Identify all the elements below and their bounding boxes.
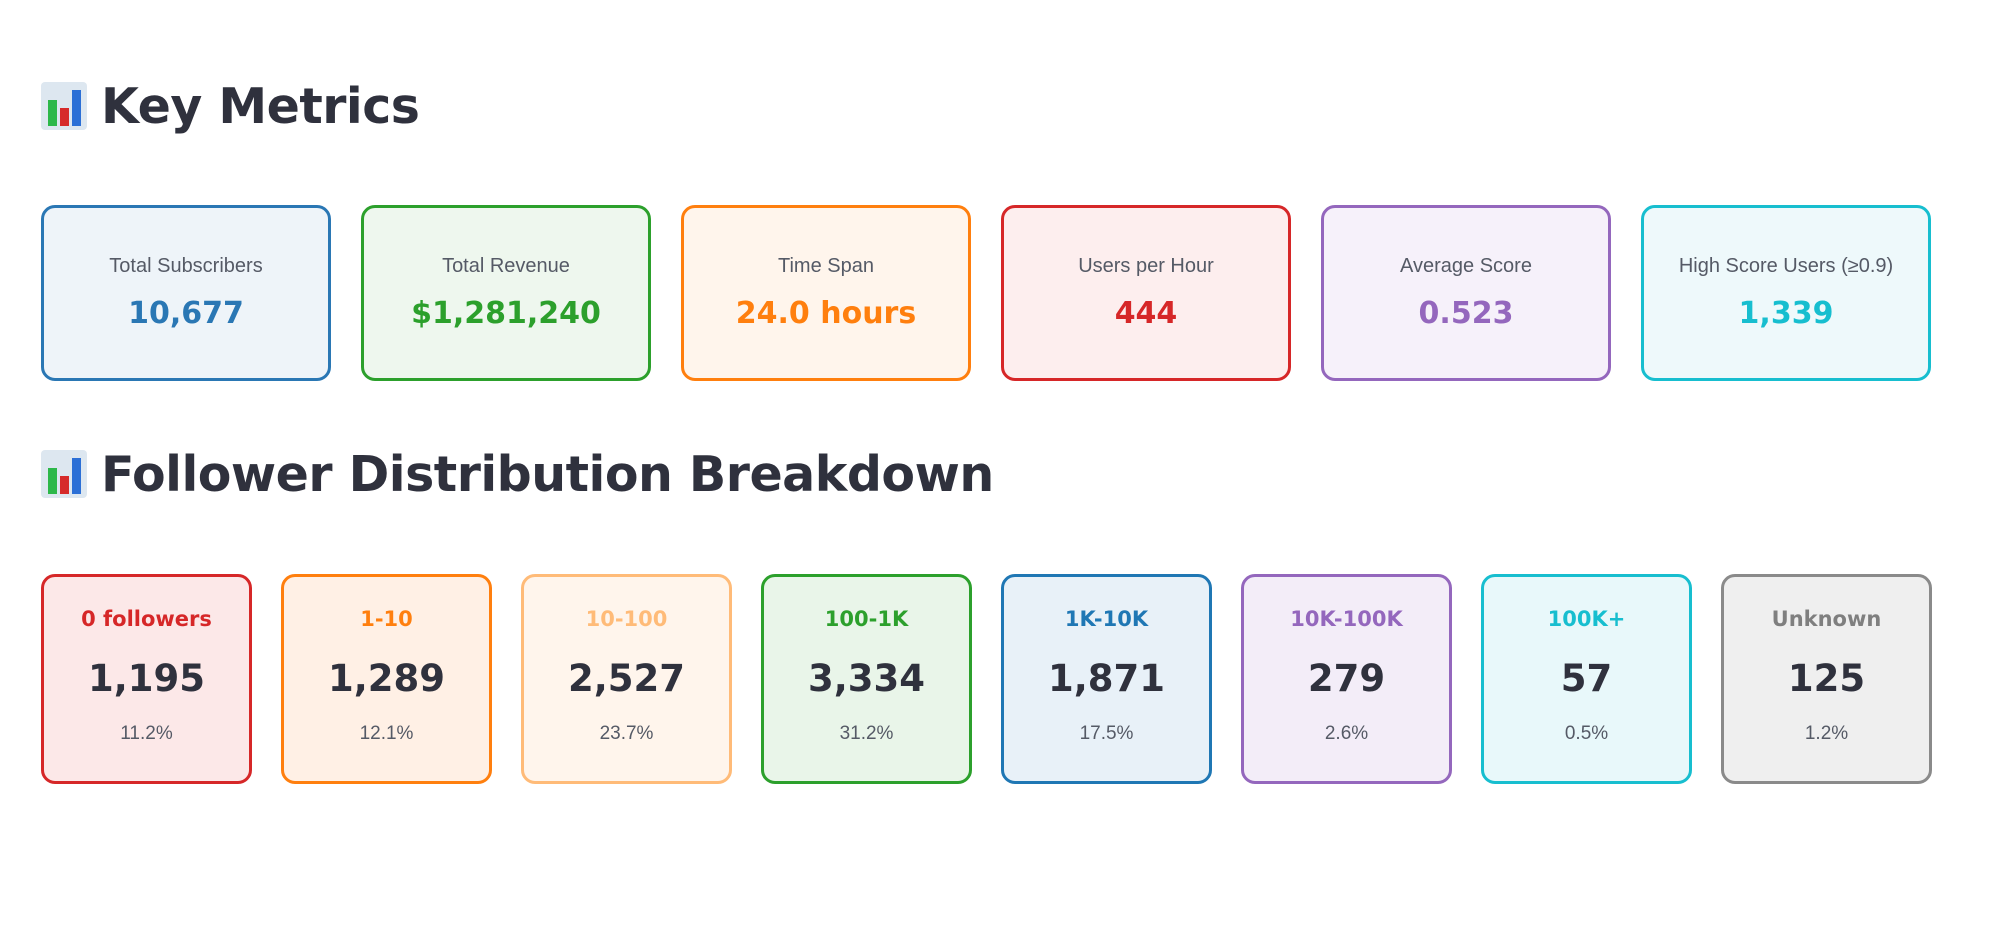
bucket-label: 100-1K	[824, 607, 909, 631]
bucket-label: 1K-10K	[1064, 607, 1149, 631]
bucket-percent: 31.2%	[839, 723, 894, 744]
key-metrics-title: Key Metrics	[101, 77, 420, 135]
metric-label: Time Span	[778, 255, 874, 277]
follower-cards-row: 0 followers 1,195 11.2% 1-10 1,289 12.1%…	[41, 574, 1932, 784]
metric-label: Users per Hour	[1078, 255, 1214, 277]
follower-bucket-card: 1K-10K 1,871 17.5%	[1001, 574, 1212, 784]
bucket-label: 10K-100K	[1290, 607, 1403, 631]
bar-chart-icon	[41, 450, 87, 498]
bucket-count: 57	[1560, 657, 1613, 700]
bucket-count: 1,871	[1047, 657, 1166, 700]
metric-value: 24.0 hours	[735, 296, 917, 331]
follower-bucket-card: 10-100 2,527 23.7%	[521, 574, 732, 784]
bar-chart-icon	[41, 82, 87, 130]
metric-card: Time Span 24.0 hours	[681, 205, 971, 381]
metric-card: High Score Users (≥0.9) 1,339	[1641, 205, 1931, 381]
follower-distribution-title: Follower Distribution Breakdown	[101, 445, 994, 503]
metric-label: Total Subscribers	[109, 255, 263, 277]
bucket-label: 0 followers	[81, 607, 212, 631]
bucket-percent: 2.6%	[1324, 723, 1369, 744]
bucket-percent: 1.2%	[1804, 723, 1849, 744]
bucket-percent: 17.5%	[1079, 723, 1134, 744]
metric-card: Users per Hour 444	[1001, 205, 1291, 381]
metric-card: Total Subscribers 10,677	[41, 205, 331, 381]
follower-bucket-card: 100K+ 57 0.5%	[1481, 574, 1692, 784]
bucket-count: 279	[1307, 657, 1386, 700]
bucket-percent: 11.2%	[120, 723, 173, 744]
bucket-label: Unknown	[1771, 607, 1882, 631]
metric-value: $1,281,240	[411, 296, 601, 331]
bucket-count: 1,195	[87, 657, 206, 700]
metric-value: 444	[1114, 296, 1178, 331]
metric-value: 10,677	[128, 296, 244, 331]
metric-card: Average Score 0.523	[1321, 205, 1611, 381]
bucket-count: 1,289	[327, 657, 446, 700]
bucket-count: 3,334	[807, 657, 926, 700]
bucket-count: 125	[1787, 657, 1866, 700]
key-metrics-heading: Key Metrics	[41, 76, 420, 136]
bucket-percent: 0.5%	[1564, 723, 1609, 744]
metric-card: Total Revenue $1,281,240	[361, 205, 651, 381]
bucket-label: 1-10	[360, 607, 413, 631]
bucket-percent: 12.1%	[359, 723, 414, 744]
metric-label: Average Score	[1400, 255, 1532, 277]
follower-bucket-card: Unknown 125 1.2%	[1721, 574, 1932, 784]
follower-bucket-card: 1-10 1,289 12.1%	[281, 574, 492, 784]
follower-distribution-heading: Follower Distribution Breakdown	[41, 444, 994, 504]
follower-bucket-card: 10K-100K 279 2.6%	[1241, 574, 1452, 784]
bucket-label: 10-100	[585, 607, 668, 631]
metric-value: 0.523	[1418, 296, 1514, 331]
bucket-label: 100K+	[1547, 607, 1626, 631]
metrics-row: Total Subscribers 10,677 Total Revenue $…	[41, 205, 1931, 381]
follower-bucket-card: 0 followers 1,195 11.2%	[41, 574, 252, 784]
metric-label: Total Revenue	[442, 255, 570, 277]
metric-label: High Score Users (≥0.9)	[1678, 255, 1894, 277]
follower-bucket-card: 100-1K 3,334 31.2%	[761, 574, 972, 784]
metric-value: 1,339	[1738, 296, 1834, 331]
bucket-count: 2,527	[567, 657, 686, 700]
bucket-percent: 23.7%	[599, 723, 654, 744]
